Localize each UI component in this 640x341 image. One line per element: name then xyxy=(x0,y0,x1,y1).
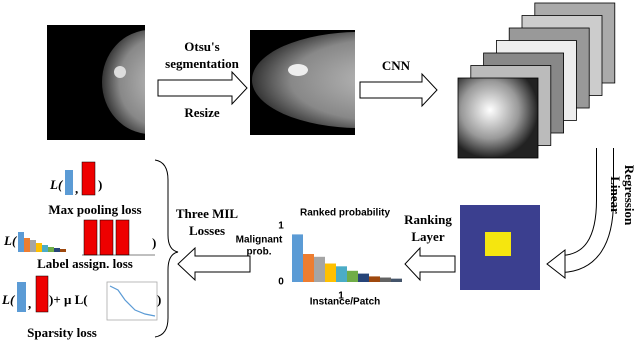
arrow xyxy=(561,147,613,272)
formula: L( xyxy=(49,177,64,192)
step-label-group: Linear Regression xyxy=(608,165,637,226)
bar xyxy=(314,256,325,282)
brace xyxy=(154,159,179,338)
step-label: Layer xyxy=(411,229,444,244)
bar xyxy=(347,270,358,282)
heatmap-hot xyxy=(485,232,511,256)
step-label: Otsu's xyxy=(184,39,219,54)
formula: ) xyxy=(98,177,102,192)
formula: , xyxy=(28,296,31,311)
arrow xyxy=(359,72,438,108)
loss-label-assign: L( ) Label assign. loss xyxy=(3,219,156,271)
step-label: segmentation xyxy=(165,56,239,71)
icon-bar xyxy=(65,170,73,195)
formula: , xyxy=(75,181,78,196)
x-label: Instance/Patch xyxy=(310,297,381,308)
chart-title: Ranked probability xyxy=(300,208,390,219)
bar xyxy=(358,273,369,282)
arrow xyxy=(157,70,248,106)
arrow xyxy=(546,248,566,280)
formula: L( xyxy=(3,233,18,248)
step-label: CNN xyxy=(382,58,411,73)
step-label: Losses xyxy=(189,223,225,238)
bar xyxy=(391,278,402,282)
bar xyxy=(325,263,336,282)
bar xyxy=(303,254,314,282)
arrow xyxy=(177,246,251,282)
loss-name: Sparsity loss xyxy=(27,325,97,340)
loss-name: Label assign. loss xyxy=(37,256,133,271)
ranked-chart: Ranked probability Malignant prob. Insta… xyxy=(236,208,402,308)
step-label: Three MIL xyxy=(176,206,239,221)
loss-max-pooling: L( , ) Max pooling loss xyxy=(48,161,142,217)
formula: ) xyxy=(152,235,156,250)
formula: )+ μ L( xyxy=(49,292,88,307)
arrow xyxy=(404,246,456,282)
y-label: Malignant xyxy=(236,235,283,246)
step-label: Ranking xyxy=(404,212,452,227)
formula: ) xyxy=(157,292,161,307)
y-label: prob. xyxy=(247,247,272,258)
x-tick-label: 1 xyxy=(338,291,344,302)
y-tick-label: 1 xyxy=(278,221,284,232)
step-label: Linear xyxy=(608,176,623,214)
formula: L( xyxy=(1,292,16,307)
mammogram-input xyxy=(47,25,145,140)
step-label: Regression xyxy=(622,165,637,226)
loss-sparsity: L( , )+ μ L( ) Sparsity loss xyxy=(1,275,161,340)
mammogram-segmented xyxy=(250,30,355,135)
feature-maps xyxy=(457,2,616,159)
bar xyxy=(369,276,380,282)
bar xyxy=(380,277,391,282)
bar xyxy=(292,234,303,282)
loss-name: Max pooling loss xyxy=(48,202,141,217)
bar xyxy=(336,266,347,282)
icon-bar xyxy=(81,161,96,196)
step-label: Resize xyxy=(184,105,220,120)
y-tick-label: 0 xyxy=(278,277,284,288)
feature-map xyxy=(457,77,539,159)
